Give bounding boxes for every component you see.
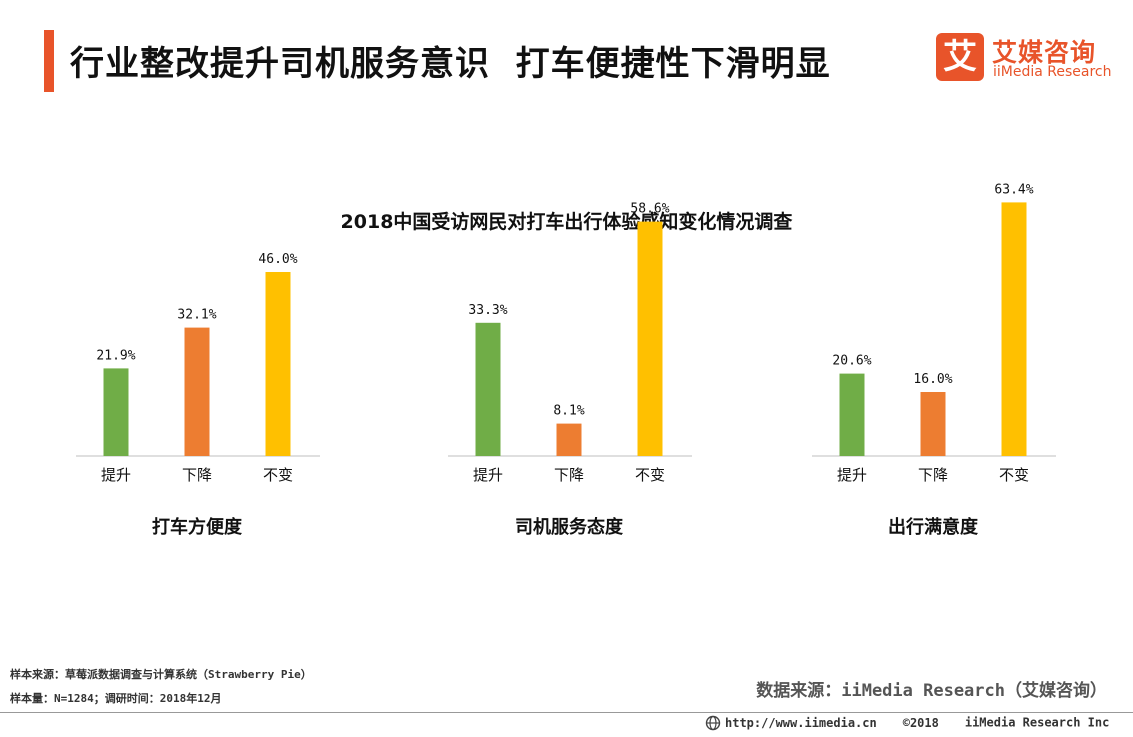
- footer-url[interactable]: http://www.iimedia.cn: [725, 715, 877, 730]
- logo-mark: 艾: [936, 33, 984, 81]
- category-label: 不变: [999, 466, 1029, 484]
- bar-不变: [637, 221, 663, 456]
- category-label: 下降: [918, 466, 948, 484]
- data-source-note: 数据来源：iiMedia Research（艾媒咨询）: [756, 681, 1107, 701]
- category-label: 不变: [635, 466, 665, 484]
- data-label: 16.0%: [913, 372, 952, 387]
- category-label: 提升: [837, 466, 867, 484]
- data-label: 8.1%: [553, 404, 584, 419]
- bar-不变: [265, 272, 291, 456]
- logo-english-name: iiMedia Research: [993, 64, 1112, 80]
- data-label: 32.1%: [177, 308, 216, 323]
- bar-提升: [103, 368, 129, 456]
- category-label: 提升: [101, 466, 131, 484]
- bar-下降: [184, 327, 210, 456]
- data-label: 46.0%: [258, 252, 297, 267]
- footer-company: iiMedia Research Inc: [964, 715, 1110, 730]
- panel-title: 出行满意度: [888, 516, 979, 538]
- bar-提升: [475, 322, 501, 456]
- imedia-logo: 艾 艾媒咨询 iiMedia Research: [936, 33, 1112, 83]
- footer-divider: [0, 712, 1133, 713]
- data-label: 63.4%: [994, 182, 1033, 197]
- bar-不变: [1001, 202, 1027, 456]
- bar-下降: [556, 423, 582, 456]
- globe-icon: [705, 715, 721, 731]
- logo-chinese-name: 艾媒咨询: [992, 38, 1097, 67]
- panel-title: 司机服务态度: [515, 516, 624, 538]
- footer: http://www.iimedia.cn ©2018 iiMedia Resear…: [705, 715, 1109, 731]
- category-label: 不变: [263, 466, 293, 484]
- footer-copyright: ©2018: [902, 715, 939, 730]
- chart-title: 2018中国受访网民对打车出行体验感知变化情况调查: [340, 211, 793, 233]
- data-label: 58.6%: [630, 202, 669, 217]
- title-accent-bar: [44, 30, 54, 92]
- category-label: 提升: [473, 466, 503, 484]
- sample-size-note: 样本量：N=1284；调研时间：2018年12月: [10, 692, 222, 705]
- category-label: 下降: [554, 466, 584, 484]
- panel-title: 打车方便度: [152, 516, 243, 538]
- page-title: 行业整改提升司机服务意识 打车便捷性下滑明显: [70, 44, 831, 84]
- data-label: 33.3%: [468, 303, 507, 318]
- data-label: 21.9%: [96, 348, 135, 363]
- data-label: 20.6%: [832, 354, 871, 369]
- bar-提升: [839, 373, 865, 456]
- sample-source-note: 样本来源：草莓派数据调查与计算系统（Strawberry Pie）: [10, 668, 312, 681]
- bar-下降: [920, 392, 946, 456]
- category-label: 下降: [182, 466, 212, 484]
